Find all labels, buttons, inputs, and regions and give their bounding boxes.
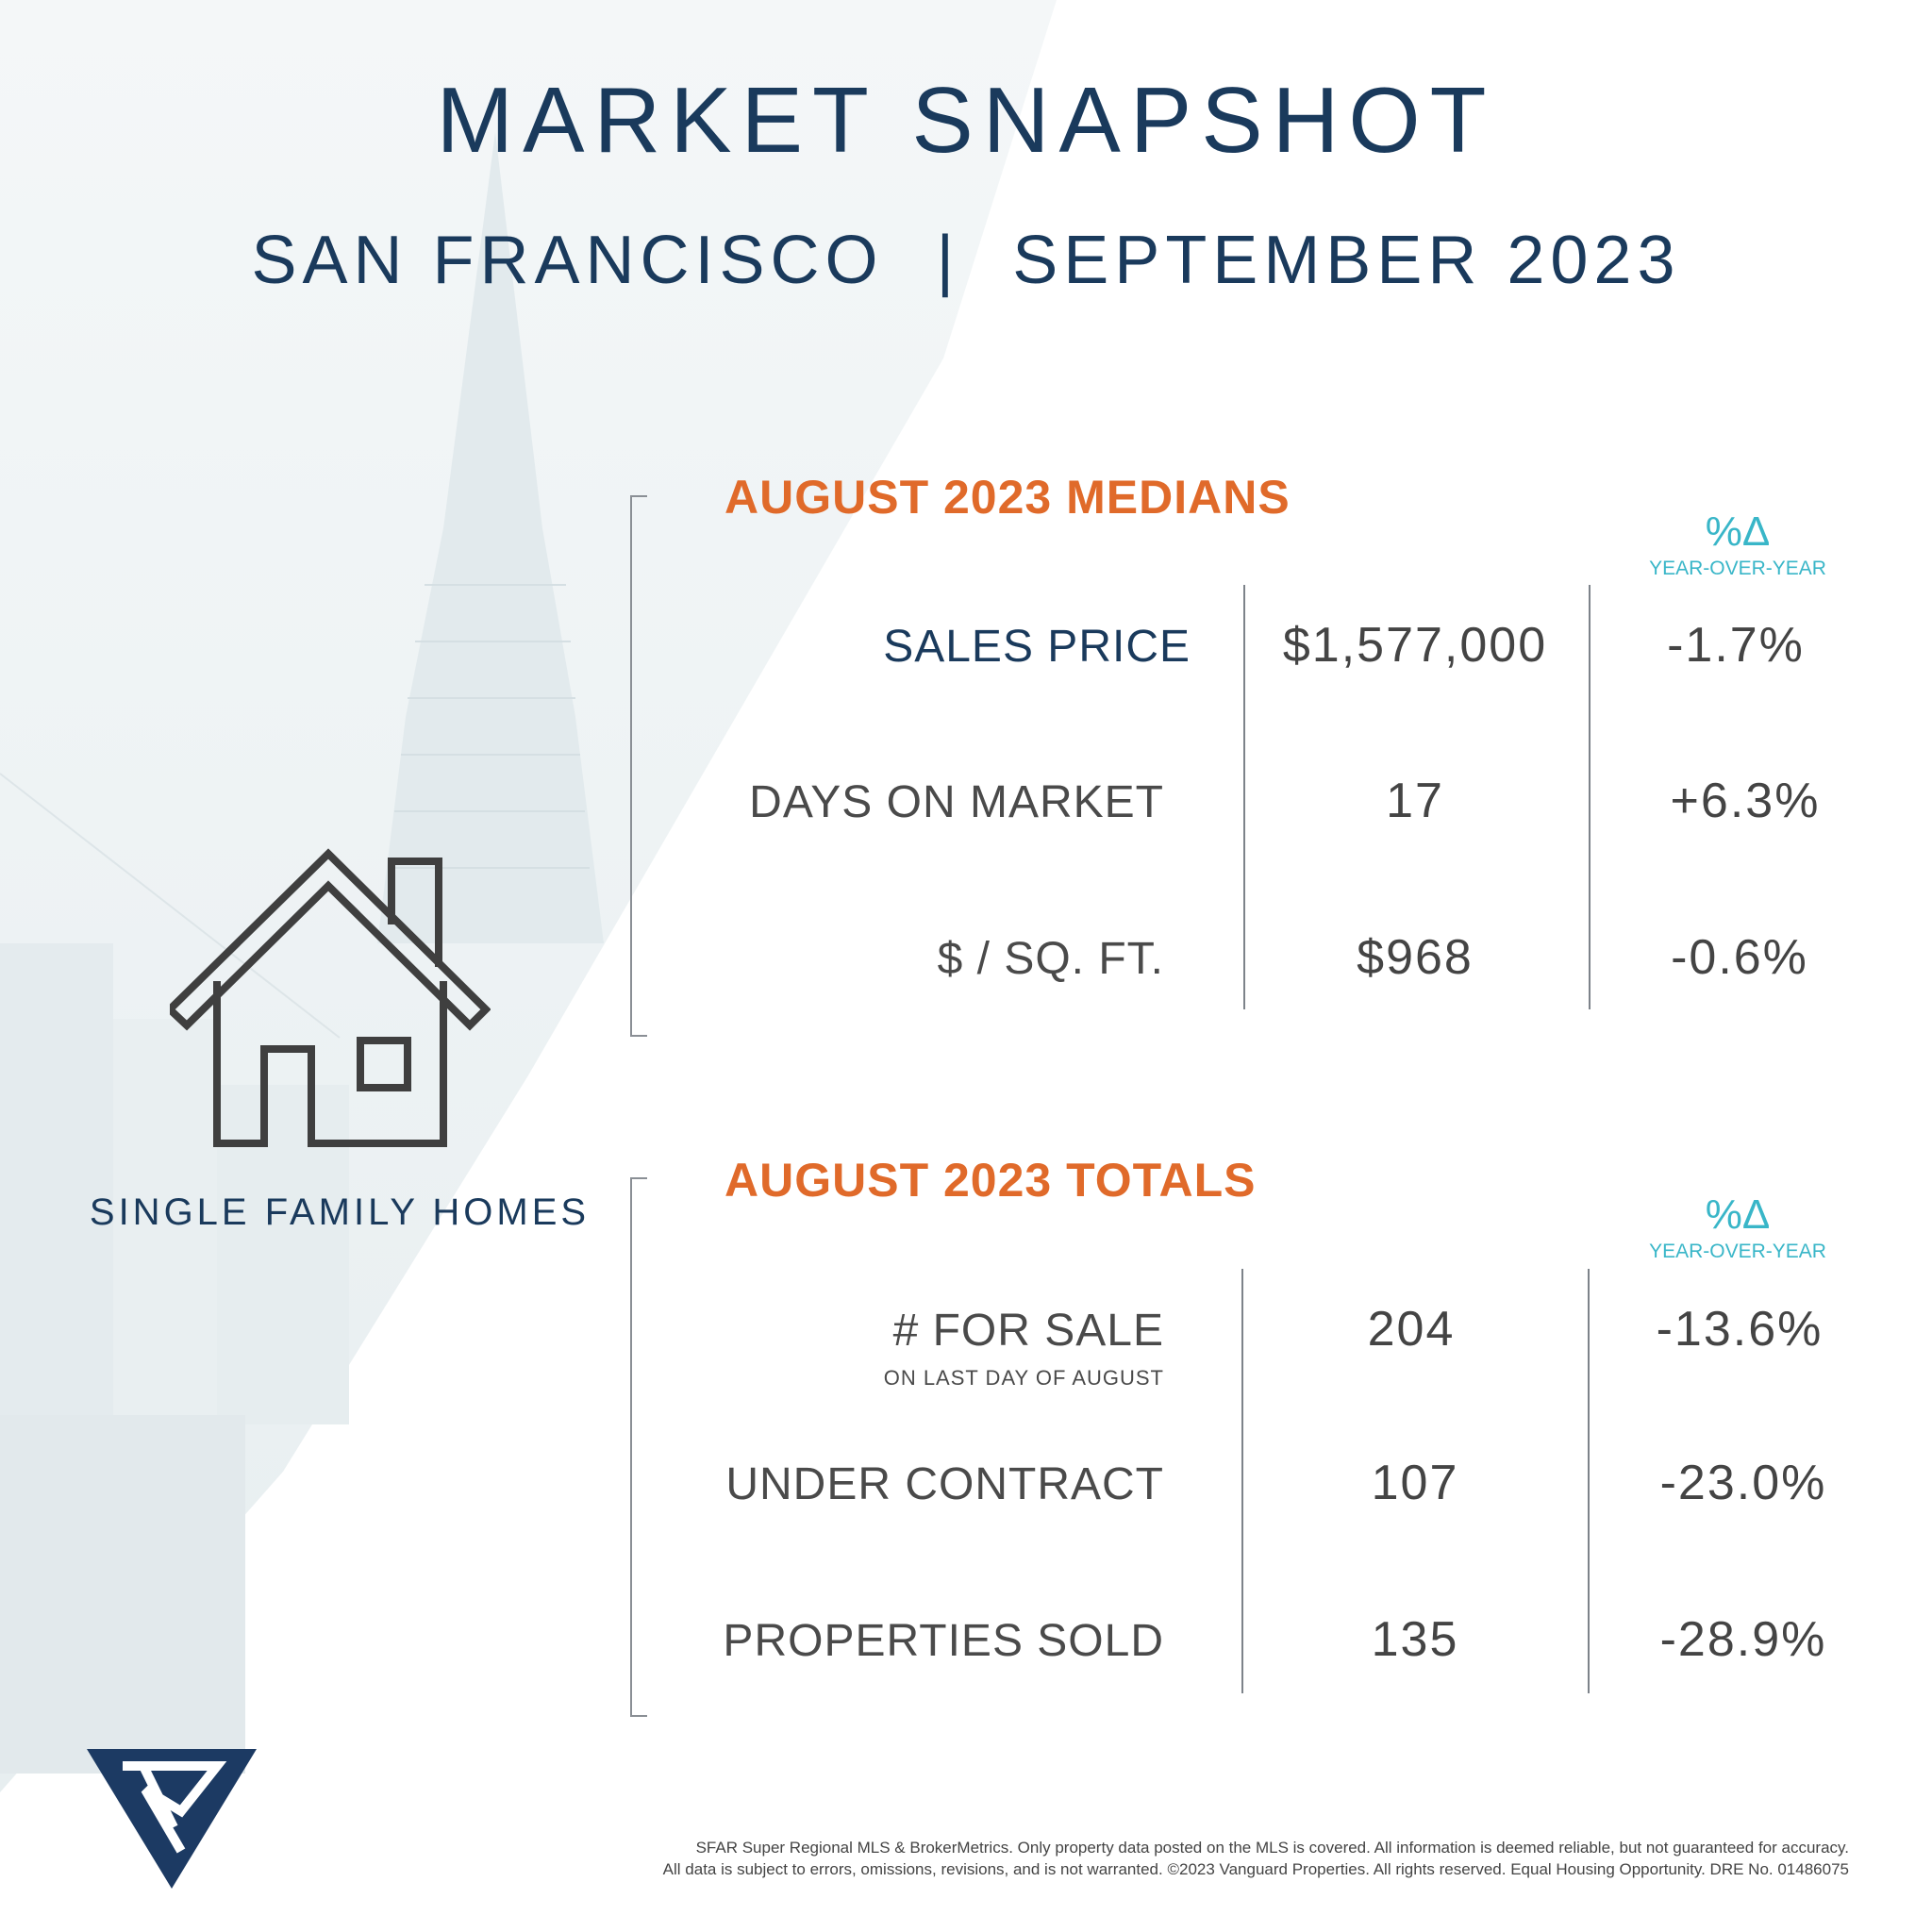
house-icon <box>170 848 491 1147</box>
disclaimer: SFAR Super Regional MLS & BrokerMetrics.… <box>566 1838 1849 1881</box>
properties-sold-change: -28.9% <box>1659 1612 1827 1667</box>
medians-divider-2 <box>1589 585 1591 1009</box>
for-sale-value: 204 <box>1367 1302 1456 1357</box>
under-contract-label: UNDER CONTRACT <box>725 1459 1164 1509</box>
properties-sold-value: 135 <box>1371 1612 1459 1667</box>
medians-bracket <box>630 495 647 1037</box>
for-sale-sublabel: ON LAST DAY OF AUGUST <box>883 1366 1164 1390</box>
under-contract-value: 107 <box>1371 1456 1459 1510</box>
totals-heading: AUGUST 2023 TOTALS <box>724 1154 1257 1207</box>
days-on-market-change: +6.3% <box>1670 774 1821 828</box>
totals-change-symbol: %Δ <box>1705 1191 1771 1238</box>
properties-sold-label: PROPERTIES SOLD <box>723 1616 1164 1666</box>
medians-heading: AUGUST 2023 MEDIANS <box>724 471 1291 524</box>
property-type-label: SINGLE FAMILY HOMES <box>89 1191 591 1233</box>
sales-price-change: -1.7% <box>1667 618 1805 673</box>
totals-bracket <box>630 1177 647 1717</box>
price-per-sqft-label: $ / SQ. FT. <box>937 934 1164 984</box>
page-title: MARKET SNAPSHOT <box>436 68 1496 172</box>
location-label: SAN FRANCISCO <box>251 223 884 298</box>
page-subtitle: SAN FRANCISCO | SEPTEMBER 2023 <box>0 226 1932 294</box>
period-label: SEPTEMBER 2023 <box>1012 223 1681 298</box>
for-sale-label: # FOR SALE <box>892 1306 1164 1356</box>
totals-divider-1 <box>1241 1269 1243 1693</box>
sales-price-value: $1,577,000 <box>1282 618 1548 673</box>
price-per-sqft-value: $968 <box>1357 930 1474 985</box>
medians-divider-1 <box>1243 585 1245 1009</box>
days-on-market-value: 17 <box>1386 774 1444 828</box>
under-contract-change: -23.0% <box>1659 1456 1827 1510</box>
totals-change-caption: YEAR-OVER-YEAR <box>1649 1241 1826 1262</box>
totals-divider-2 <box>1588 1269 1590 1693</box>
medians-change-caption: YEAR-OVER-YEAR <box>1649 558 1826 579</box>
medians-change-symbol: %Δ <box>1705 508 1771 555</box>
price-per-sqft-change: -0.6% <box>1671 930 1808 985</box>
for-sale-change: -13.6% <box>1656 1302 1824 1357</box>
disclaimer-line-2: All data is subject to errors, omissions… <box>662 1859 1849 1878</box>
days-on-market-label: DAYS ON MARKET <box>749 777 1164 827</box>
subtitle-separator: | <box>936 223 960 298</box>
disclaimer-line-1: SFAR Super Regional MLS & BrokerMetrics.… <box>695 1839 1849 1857</box>
sales-price-label: SALES PRICE <box>883 622 1191 672</box>
vanguard-logo <box>87 1749 257 1889</box>
